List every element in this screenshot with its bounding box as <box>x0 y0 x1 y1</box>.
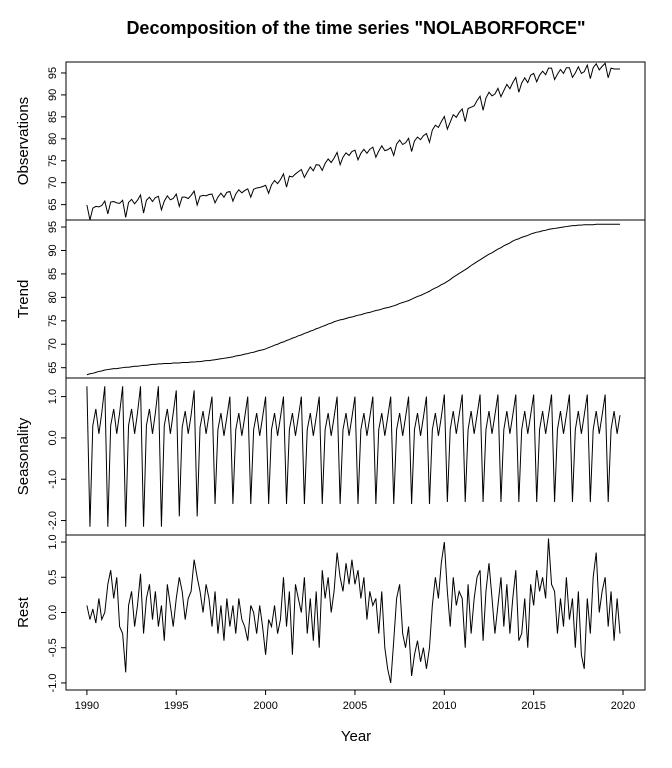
chart-title: Decomposition of the time series "NOLABO… <box>126 18 585 38</box>
y-axis-label: Observations <box>15 97 32 185</box>
x-tick-label: 2015 <box>521 700 545 712</box>
series-line <box>86 538 621 684</box>
x-axis-label: Year <box>341 728 371 745</box>
y-tick-label: 80 <box>47 291 59 303</box>
panel-frame <box>65 219 646 379</box>
panel-frame <box>65 61 646 221</box>
y-tick-label: 75 <box>47 315 59 327</box>
y-tick-label: -1.0 <box>47 470 59 489</box>
x-tick-label: 1990 <box>75 700 99 712</box>
y-tick-label: 90 <box>47 89 59 101</box>
y-tick-label: 90 <box>47 244 59 256</box>
y-tick-label: 80 <box>47 133 59 145</box>
y-tick-label: 85 <box>47 111 59 123</box>
y-axis-label: Trend <box>15 280 32 319</box>
y-tick-label: 95 <box>47 67 59 79</box>
y-tick-label: -0.5 <box>47 638 59 657</box>
y-tick-label: 70 <box>47 177 59 189</box>
y-tick-label: 95 <box>47 221 59 233</box>
x-tick-label: 2010 <box>432 700 456 712</box>
series-line <box>86 62 620 221</box>
x-tick-label: 1995 <box>164 700 188 712</box>
y-tick-label: 65 <box>47 199 59 211</box>
y-axis-label: Seasonality <box>15 417 32 495</box>
y-tick-label: 85 <box>47 268 59 280</box>
y-tick-label: 0.5 <box>47 570 59 585</box>
y-tick-label: 1.0 <box>47 389 59 404</box>
x-tick-label: 2000 <box>253 700 277 712</box>
series-line <box>86 223 620 376</box>
y-tick-label: 1.0 <box>47 534 59 549</box>
y-tick-label: 75 <box>47 155 59 167</box>
y-tick-label: -2.0 <box>47 511 59 530</box>
x-tick-label: 2005 <box>343 700 367 712</box>
y-tick-label: 70 <box>47 338 59 350</box>
series-line <box>86 386 621 527</box>
y-tick-label: -1.0 <box>47 673 59 692</box>
y-axis-label: Rest <box>15 596 32 628</box>
x-tick-label: 2020 <box>611 700 635 712</box>
y-tick-label: 0.0 <box>47 605 59 620</box>
y-tick-label: 65 <box>47 362 59 374</box>
y-tick-label: 0.0 <box>47 430 59 445</box>
